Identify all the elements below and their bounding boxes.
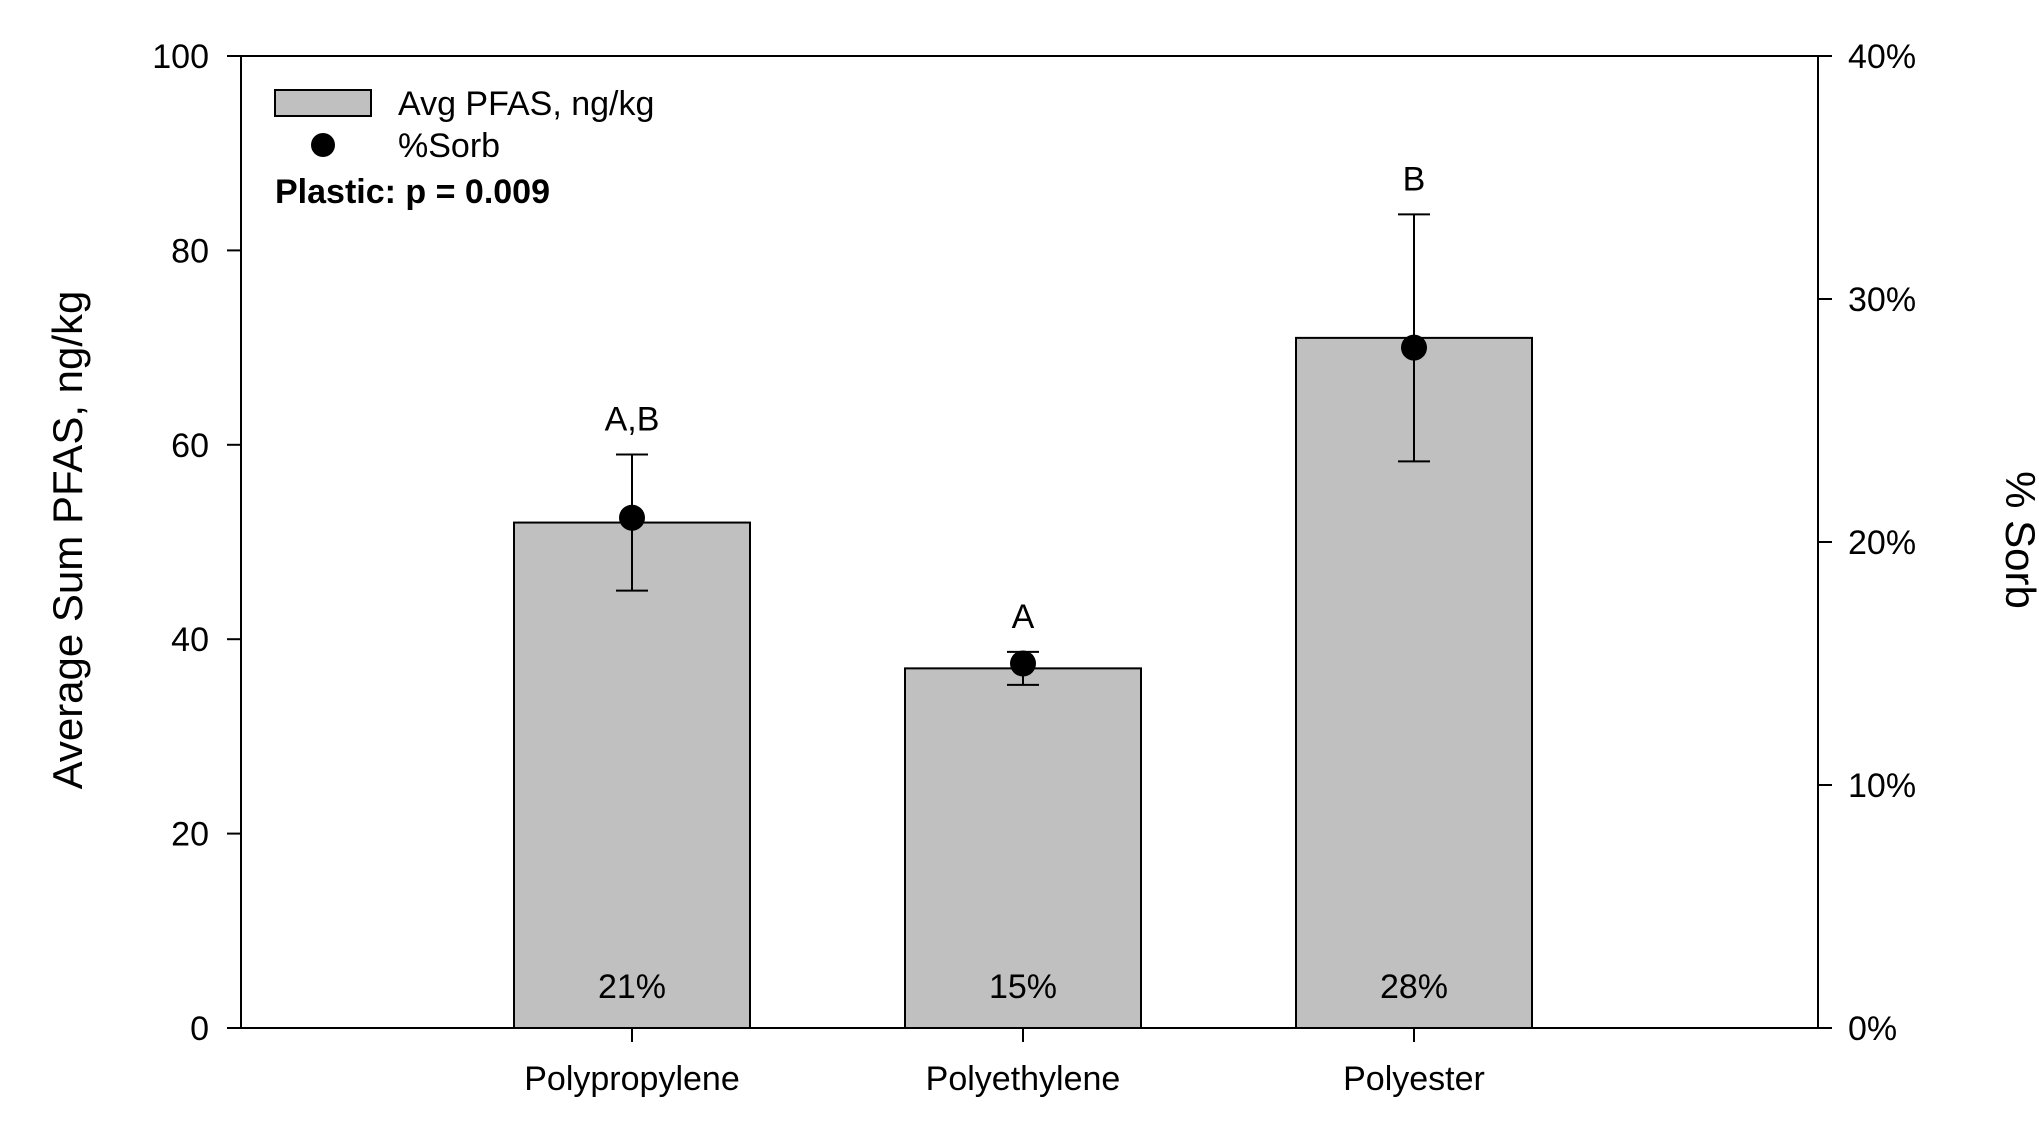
sorb-point bbox=[1401, 334, 1427, 361]
y-tick-label: 80 bbox=[171, 232, 209, 270]
sorb-point bbox=[619, 504, 645, 531]
bars: 21% A,B 15% A 28% B bbox=[513, 160, 1533, 1029]
y-tick-label: 40 bbox=[171, 621, 209, 659]
x-tick-label: Polyester bbox=[1343, 1060, 1485, 1098]
legend: Avg PFAS, ng/kg %Sorb bbox=[274, 85, 654, 165]
legend-point-marker bbox=[311, 133, 335, 157]
y2-axis-title: % Sorb bbox=[1997, 471, 2039, 609]
bar-value-label: 21% bbox=[598, 968, 666, 1006]
right-axis: 0% 10% 20% 30% 40% bbox=[1818, 38, 1916, 1048]
legend-bar-swatch bbox=[274, 89, 372, 117]
y-axis-title: Average Sum PFAS, ng/kg bbox=[44, 291, 91, 790]
x-tick-label: Polyethylene bbox=[926, 1060, 1121, 1098]
significance-letter: A bbox=[1012, 598, 1035, 636]
bar bbox=[904, 667, 1142, 1029]
y-tick-label: 60 bbox=[171, 427, 209, 465]
sorb-point bbox=[1010, 650, 1036, 677]
y2-tick-label: 0% bbox=[1848, 1010, 1897, 1048]
y-tick-label: 20 bbox=[171, 816, 209, 854]
y2-tick-label: 20% bbox=[1848, 524, 1916, 562]
y2-tick-label: 40% bbox=[1848, 38, 1916, 76]
category-labels: Polypropylene Polyethylene Polyester bbox=[524, 1028, 1485, 1098]
bar bbox=[513, 521, 751, 1029]
significance-annotation: Plastic: p = 0.009 bbox=[275, 173, 550, 211]
y-tick-label: 100 bbox=[152, 38, 209, 76]
y2-tick-label: 10% bbox=[1848, 767, 1916, 805]
significance-letter: A,B bbox=[605, 401, 660, 439]
x-tick-label: Polypropylene bbox=[524, 1060, 739, 1098]
y-tick-label: 0 bbox=[190, 1010, 209, 1048]
left-axis: 0 20 40 60 80 100 bbox=[152, 38, 241, 1048]
bar-value-label: 28% bbox=[1380, 968, 1448, 1006]
legend-point-label: %Sorb bbox=[398, 127, 500, 165]
legend-bar-label: Avg PFAS, ng/kg bbox=[398, 85, 654, 123]
significance-letter: B bbox=[1403, 160, 1426, 198]
y2-tick-label: 30% bbox=[1848, 281, 1916, 319]
bar-value-label: 15% bbox=[989, 968, 1057, 1006]
